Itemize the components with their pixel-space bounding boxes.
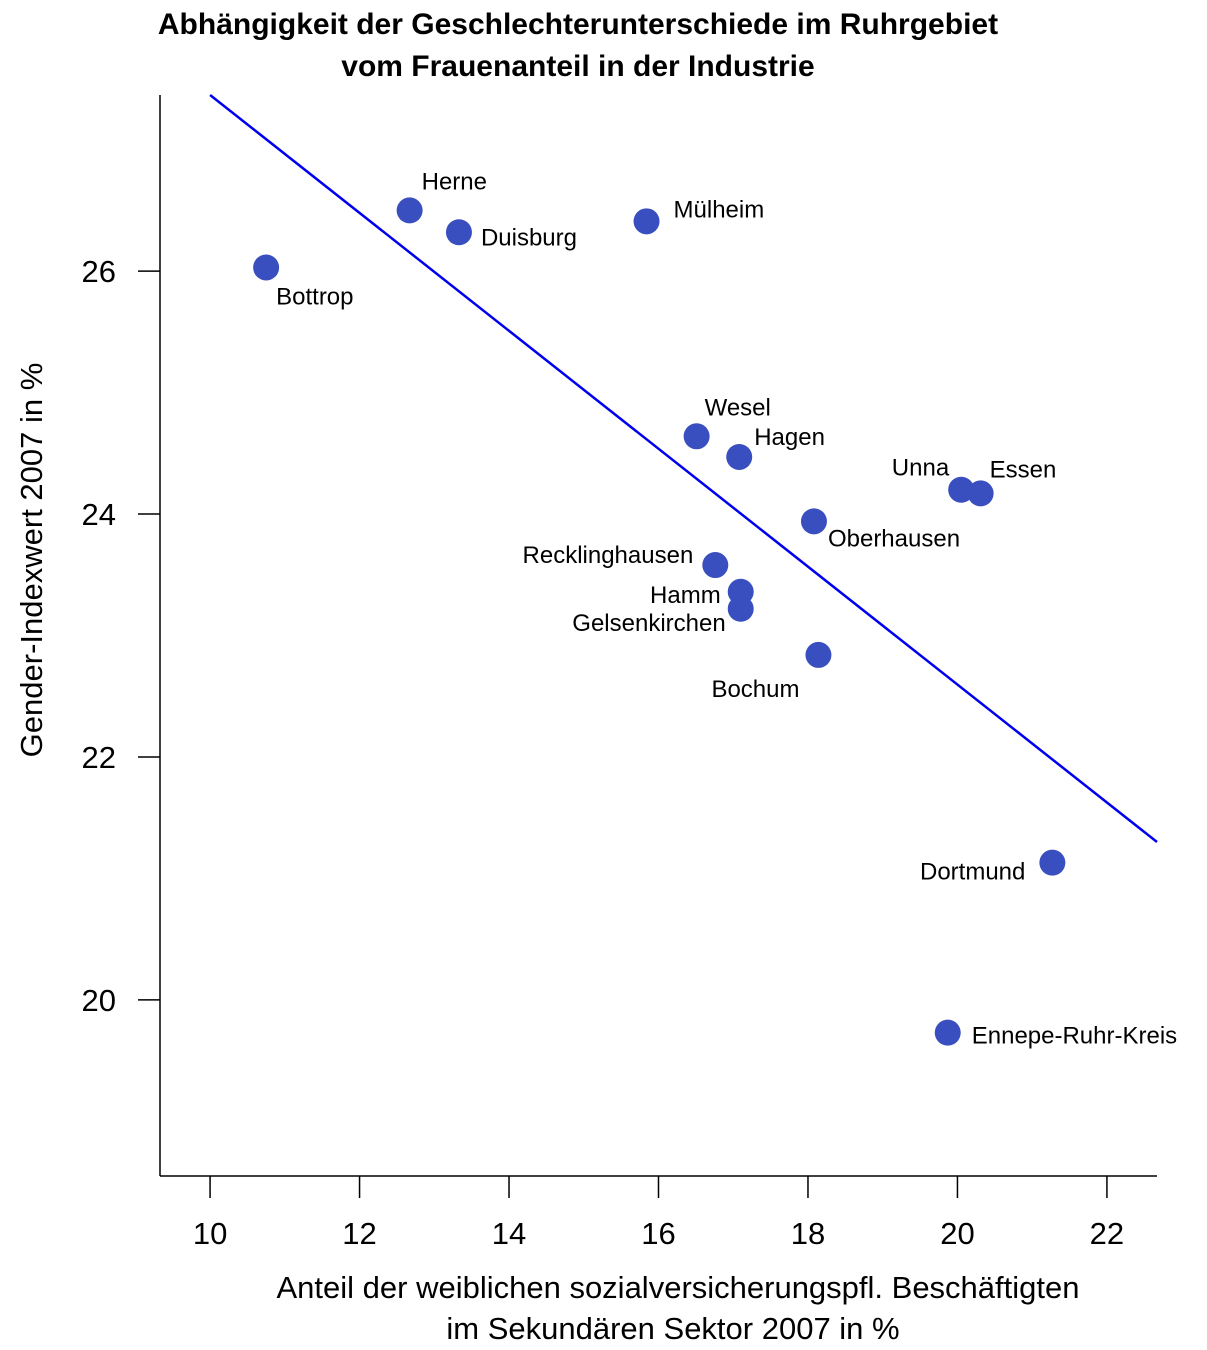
data-point: [396, 197, 423, 224]
data-points: Herne Duisburg Mülheim Bottrop Wesel Hagen Unn…: [253, 168, 1177, 1050]
point-label: Hagen: [754, 424, 825, 451]
point-label: Gelsenkirchen: [572, 610, 725, 637]
chart-title-line-2: vom Frauenanteil in der Industrie: [341, 50, 814, 83]
y-tick-label: 26: [82, 254, 116, 289]
point-label: Bottrop: [276, 283, 353, 310]
x-axis-label-line-1: Anteil der weiblichen sozialversicherung…: [277, 1270, 1080, 1305]
data-point: [702, 552, 729, 579]
y-ticks: 20 22 24 26: [82, 254, 160, 1018]
point-label: Unna: [892, 455, 950, 482]
point-label: Oberhausen: [828, 525, 960, 552]
chart-title-line-1: Abhängigkeit der Geschlechterunterschied…: [158, 8, 998, 41]
point-label: Herne: [422, 168, 487, 195]
x-tick-label: 20: [940, 1216, 974, 1251]
data-point: [683, 423, 710, 450]
x-tick-label: 16: [641, 1216, 675, 1251]
data-point: [805, 641, 832, 668]
data-point: [934, 1019, 961, 1046]
point-label: Mülheim: [674, 196, 765, 223]
y-tick-label: 20: [82, 983, 116, 1018]
point-label: Recklinghausen: [523, 542, 694, 569]
trend-line: [209, 94, 1158, 843]
point-label: Bochum: [711, 676, 799, 703]
data-point: [967, 480, 994, 507]
data-point: [727, 595, 754, 622]
x-tick-label: 10: [193, 1216, 227, 1251]
data-point: [948, 476, 975, 503]
point-label: Essen: [990, 456, 1057, 483]
data-point: [800, 508, 827, 535]
x-ticks: 10 12 14 16 18 20 22: [193, 1176, 1124, 1251]
x-axis-label-line-2: im Sekundären Sektor 2007 in %: [446, 1311, 899, 1345]
point-label: Ennepe-Ruhr-Kreis: [972, 1023, 1177, 1050]
data-point: [726, 443, 753, 470]
data-point: [1039, 849, 1066, 876]
data-point: [633, 208, 660, 235]
y-tick-label: 24: [82, 497, 116, 532]
point-label: Duisburg: [481, 224, 577, 251]
point-label: Wesel: [705, 394, 771, 421]
x-tick-label: 22: [1090, 1216, 1124, 1251]
y-axis-label: Gender-Indexwert 2007 in %: [14, 363, 49, 758]
x-tick-label: 18: [791, 1216, 825, 1251]
x-tick-label: 14: [492, 1216, 526, 1251]
data-point: [445, 219, 472, 246]
data-point: [253, 254, 280, 281]
point-label: Hamm: [650, 582, 721, 609]
point-label: Dortmund: [920, 859, 1025, 886]
y-tick-label: 22: [82, 740, 116, 775]
x-tick-label: 12: [342, 1216, 376, 1251]
